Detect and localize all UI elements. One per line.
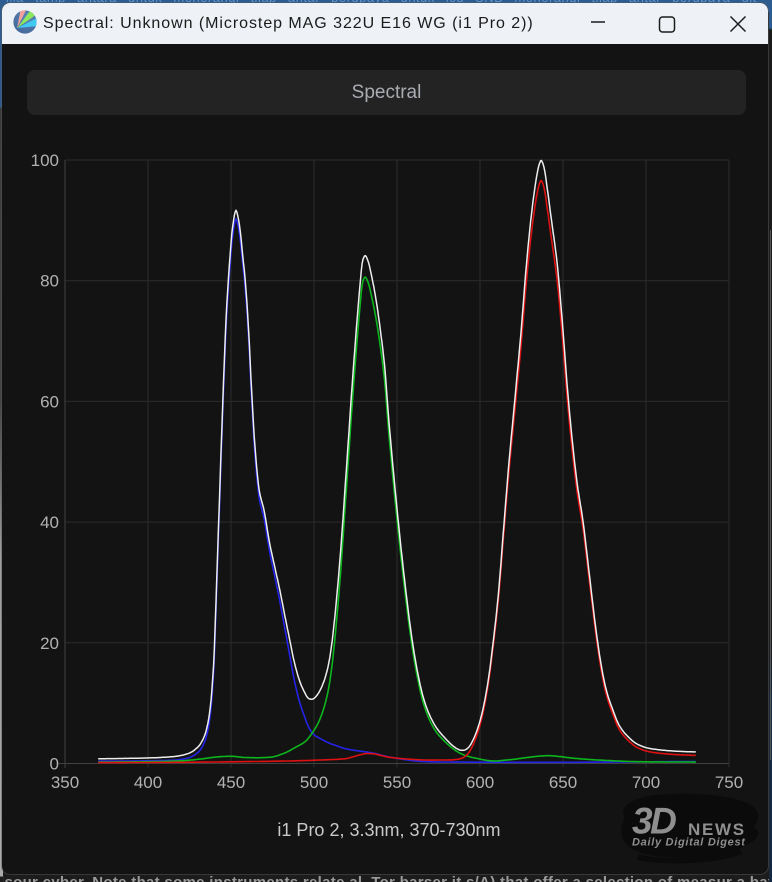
svg-text:750: 750 — [715, 773, 743, 792]
svg-text:450: 450 — [217, 773, 245, 792]
svg-text:Daily Digital Digest: Daily Digital Digest — [632, 837, 746, 849]
svg-text:0: 0 — [50, 755, 59, 774]
svg-text:500: 500 — [300, 773, 328, 792]
svg-text:40: 40 — [40, 513, 59, 532]
svg-text:3D: 3D — [632, 801, 676, 842]
svg-text:80: 80 — [40, 272, 59, 291]
svg-text:400: 400 — [134, 773, 162, 792]
svg-text:100: 100 — [31, 151, 59, 170]
svg-text:350: 350 — [51, 773, 79, 792]
svg-text:20: 20 — [40, 634, 59, 653]
svg-text:NEWS: NEWS — [688, 820, 746, 839]
svg-text:650: 650 — [549, 773, 577, 792]
svg-text:600: 600 — [466, 773, 494, 792]
svg-text:700: 700 — [632, 773, 660, 792]
svg-text:60: 60 — [40, 392, 59, 411]
svg-text:550: 550 — [383, 773, 411, 792]
